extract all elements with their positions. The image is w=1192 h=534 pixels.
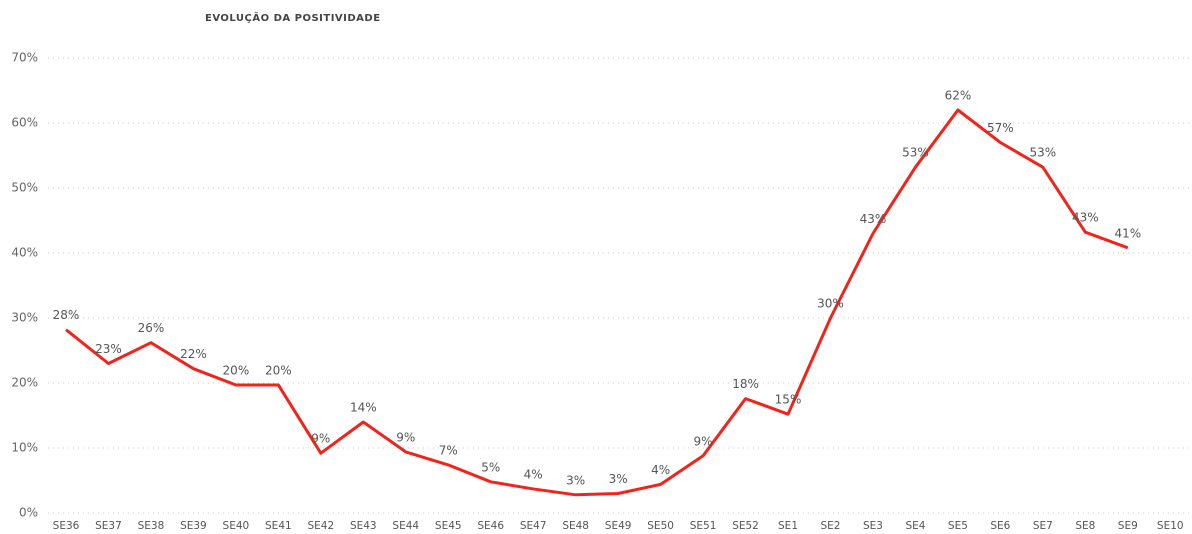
data-label: 5% <box>481 460 500 474</box>
x-tick-label: SE10 <box>1157 520 1184 532</box>
data-label: 43% <box>1072 211 1099 225</box>
data-label: 3% <box>609 472 628 486</box>
x-tick-label: SE7 <box>1033 520 1053 532</box>
data-label: 14% <box>350 401 377 415</box>
x-tick-label: SE5 <box>948 520 968 532</box>
data-label: 9% <box>694 434 713 448</box>
data-label: 41% <box>1114 226 1141 240</box>
x-tick-label: SE51 <box>690 520 717 532</box>
y-tick-label: 20% <box>11 376 38 390</box>
data-label: 57% <box>987 121 1014 135</box>
data-label: 28% <box>53 308 80 322</box>
data-label: 22% <box>180 347 207 361</box>
x-tick-label: SE52 <box>732 520 759 532</box>
data-label: 9% <box>311 432 330 446</box>
x-tick-label: SE1 <box>778 520 798 532</box>
data-label: 3% <box>566 473 585 487</box>
x-tick-label: SE4 <box>905 520 925 532</box>
x-tick-label: SE48 <box>562 520 589 532</box>
data-label: 62% <box>945 89 972 103</box>
data-label: 4% <box>524 467 543 481</box>
data-label: 9% <box>396 430 415 444</box>
line <box>65 108 1129 497</box>
x-tick-label: SE44 <box>392 520 419 532</box>
y-tick-label: 40% <box>11 246 38 260</box>
y-tick-label: 60% <box>11 116 38 130</box>
x-tick-label: SE2 <box>820 520 840 532</box>
data-label: 26% <box>138 321 165 335</box>
y-tick-label: 0% <box>19 506 38 520</box>
data-label: 20% <box>265 363 292 377</box>
x-tick-label: SE3 <box>863 520 883 532</box>
x-tick-label: SE40 <box>223 520 250 532</box>
data-label: 4% <box>651 463 670 477</box>
x-tick-label: SE43 <box>350 520 377 532</box>
x-tick-label: SE46 <box>477 520 504 532</box>
x-tick-label: SE6 <box>990 520 1010 532</box>
data-label: 20% <box>223 363 250 377</box>
data-label: 30% <box>817 297 844 311</box>
x-tick-label: SE50 <box>647 520 674 532</box>
x-tick-label: SE45 <box>435 520 462 532</box>
y-tick-label: 10% <box>11 441 38 455</box>
x-tick-label: SE38 <box>138 520 165 532</box>
x-tick-label: SE42 <box>307 520 334 532</box>
data-label: 43% <box>860 212 887 226</box>
x-tick-label: SE41 <box>265 520 292 532</box>
data-label: 18% <box>732 377 759 391</box>
y-tick-label: 70% <box>11 51 38 65</box>
x-tick-label: SE47 <box>520 520 547 532</box>
y-tick-label: 30% <box>11 311 38 325</box>
x-tick-label: SE36 <box>53 520 80 532</box>
x-tick-label: SE49 <box>605 520 632 532</box>
data-label: 7% <box>439 443 458 457</box>
x-tick-label: SE8 <box>1075 520 1095 532</box>
x-tick-label: SE37 <box>95 520 122 532</box>
data-label: 23% <box>95 342 122 356</box>
x-tick-label: SE39 <box>180 520 207 532</box>
data-label: 53% <box>902 146 929 160</box>
data-label: 15% <box>775 393 802 407</box>
chart-title: EVOLUÇÃO DA POSITIVIDADE <box>205 11 381 24</box>
data-label: 53% <box>1030 146 1057 160</box>
x-tick-label: SE9 <box>1118 520 1138 532</box>
y-tick-label: 50% <box>11 181 38 195</box>
